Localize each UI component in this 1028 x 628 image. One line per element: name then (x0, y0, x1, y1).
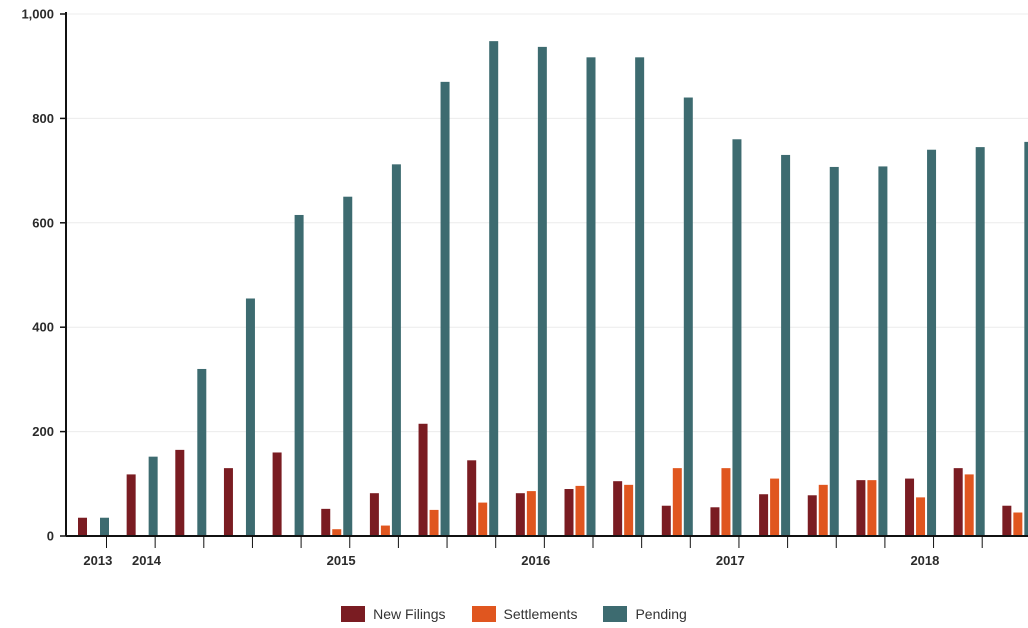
y-tick-label: 0 (47, 529, 54, 544)
x-year-label: 2014 (132, 553, 162, 568)
bar-pending (781, 154, 791, 536)
y-tick-label: 400 (32, 320, 54, 335)
bar-new-filings (321, 508, 331, 536)
bar-pending (440, 81, 450, 537)
bar-pending (294, 214, 304, 536)
bar-new-filings (126, 474, 136, 536)
bar-new-filings (661, 505, 671, 536)
bar-settlements (429, 509, 439, 536)
bar-new-filings (175, 449, 185, 536)
legend-item-new-filings[interactable]: New Filings (341, 606, 446, 622)
chart-legend: New Filings Settlements Pending (0, 603, 1028, 625)
bar-settlements (526, 491, 536, 536)
bar-settlements (332, 529, 342, 536)
bar-pending (878, 166, 888, 536)
bar-new-filings (418, 423, 428, 536)
bar-new-filings (467, 460, 477, 536)
bar-new-filings (856, 480, 866, 536)
bar-pending (537, 46, 547, 537)
bar-new-filings (223, 468, 233, 536)
bar-pending (975, 147, 985, 537)
bar-new-filings (369, 493, 379, 536)
y-tick-label: 600 (32, 215, 54, 230)
bar-settlements (818, 484, 828, 536)
bar-pending (927, 149, 937, 536)
y-tick-label: 200 (32, 424, 54, 439)
bar-settlements (721, 468, 731, 536)
bar-pending (683, 97, 693, 537)
legend-label-pending: Pending (635, 606, 687, 622)
bar-new-filings (78, 517, 87, 536)
legend-swatch-new-filings (341, 606, 366, 622)
bar-settlements (380, 525, 390, 536)
bar-settlements (672, 468, 682, 536)
bar-pending (732, 139, 742, 536)
bar-settlements (478, 502, 488, 536)
bar-pending (635, 57, 645, 537)
bar-new-filings (953, 468, 963, 536)
bar-pending (391, 164, 401, 536)
x-year-label: 2013 (83, 553, 112, 568)
bar-pending (586, 57, 596, 537)
bar-settlements (624, 484, 634, 536)
bar-pending (100, 517, 109, 536)
legend-swatch-settlements (471, 606, 496, 622)
legend-item-pending[interactable]: Pending (603, 606, 687, 622)
legend-swatch-pending (603, 606, 628, 622)
bar-new-filings (564, 489, 574, 536)
x-year-label: 2015 (327, 553, 356, 568)
bar-settlements (575, 485, 585, 536)
bar-pending (489, 41, 499, 536)
y-tick-label: 1,000 (21, 7, 54, 22)
bar-pending (245, 298, 255, 536)
x-year-label: 2016 (521, 553, 550, 568)
bar-new-filings (807, 495, 817, 536)
bar-settlements (1013, 512, 1023, 536)
bar-new-filings (272, 452, 282, 536)
bar-pending (197, 368, 207, 536)
bar-settlements (916, 497, 926, 536)
bar-pending (148, 456, 158, 536)
legend-item-settlements[interactable]: Settlements (471, 606, 578, 622)
bar-new-filings (515, 493, 525, 536)
bar-new-filings (905, 478, 915, 536)
bar-settlements (964, 474, 974, 536)
bar-new-filings (613, 481, 623, 536)
bar-pending (343, 196, 353, 536)
bar-pending (1024, 141, 1028, 536)
bar-new-filings (710, 507, 720, 536)
legend-label-new-filings: New Filings (373, 606, 446, 622)
y-tick-label: 800 (32, 111, 54, 126)
bar-new-filings (759, 494, 769, 536)
bar-pending (829, 166, 839, 537)
legend-label-settlements: Settlements (503, 606, 578, 622)
x-year-label: 2017 (716, 553, 745, 568)
x-year-label: 2018 (910, 553, 939, 568)
bar-settlements (770, 478, 780, 536)
bar-new-filings (1002, 505, 1012, 536)
bar-settlements (867, 480, 877, 536)
